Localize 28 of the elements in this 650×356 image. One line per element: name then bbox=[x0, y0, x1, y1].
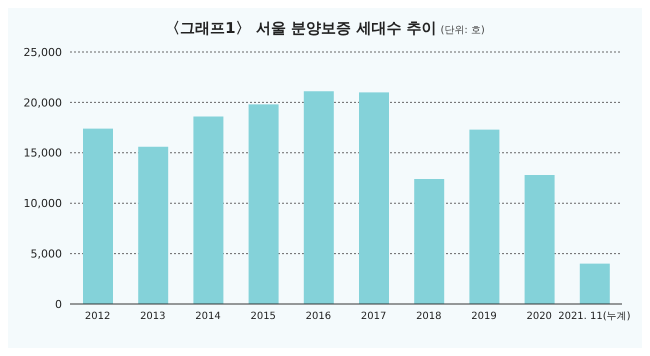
y-tick-label: 0 bbox=[55, 298, 62, 311]
bar bbox=[359, 92, 389, 304]
bar bbox=[83, 128, 113, 304]
x-tick-label: 2012 bbox=[84, 311, 110, 322]
y-tick-label: 20,000 bbox=[24, 96, 62, 110]
bar bbox=[524, 174, 555, 304]
y-tick-label: 5,000 bbox=[30, 248, 62, 261]
y-tick-label: 10,000 bbox=[24, 197, 62, 210]
bar bbox=[248, 104, 279, 304]
chart-title: 〈그래프1〉 서울 분양보증 세대수 추이 bbox=[165, 19, 436, 37]
bar bbox=[304, 91, 334, 304]
x-tick-label: 2018 bbox=[416, 311, 442, 322]
x-tick-label: 2021. 11(누계) bbox=[558, 311, 631, 322]
bar bbox=[193, 116, 224, 304]
x-tick-label: 2017 bbox=[360, 311, 386, 322]
bar bbox=[138, 146, 168, 304]
x-tick-label: 2014 bbox=[195, 311, 221, 322]
y-tick-label: 25,000 bbox=[24, 46, 62, 59]
bar bbox=[580, 264, 610, 304]
y-tick-label: 15,000 bbox=[24, 146, 62, 160]
x-tick-label: 2016 bbox=[306, 311, 332, 322]
chart-subtitle: (단위: 호) bbox=[440, 25, 485, 36]
x-tick-label: 2019 bbox=[471, 311, 497, 322]
bar bbox=[469, 130, 500, 304]
x-tick-label: 2013 bbox=[140, 311, 166, 322]
bar bbox=[414, 179, 444, 304]
x-tick-label: 2015 bbox=[250, 311, 276, 322]
x-tick-label: 2020 bbox=[526, 311, 552, 322]
